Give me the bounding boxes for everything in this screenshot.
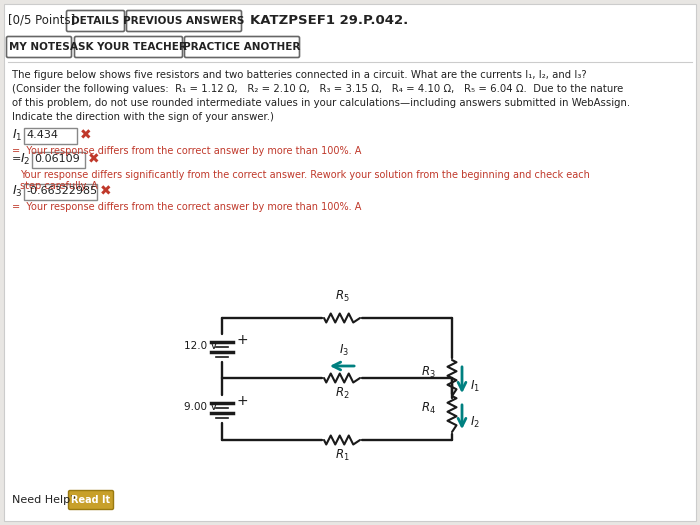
Text: ✖: ✖ — [80, 128, 92, 142]
Text: DETAILS: DETAILS — [71, 16, 120, 26]
Text: $I_3$: $I_3$ — [339, 343, 349, 358]
Text: Your response differs significantly from the correct answer. Rework your solutio: Your response differs significantly from… — [20, 170, 590, 180]
Text: +: + — [236, 333, 248, 347]
FancyBboxPatch shape — [185, 37, 300, 58]
Text: PREVIOUS ANSWERS: PREVIOUS ANSWERS — [123, 16, 245, 26]
Text: =: = — [12, 154, 22, 164]
Text: 4.434: 4.434 — [26, 131, 58, 141]
Text: $R_2$: $R_2$ — [335, 386, 349, 401]
Text: Indicate the direction with the sign of your answer.): Indicate the direction with the sign of … — [12, 112, 274, 122]
FancyBboxPatch shape — [69, 490, 113, 509]
FancyBboxPatch shape — [4, 4, 696, 521]
Text: (Consider the following values:  R₁ = 1.12 Ω,   R₂ = 2.10 Ω,   R₃ = 3.15 Ω,   R₄: (Consider the following values: R₁ = 1.1… — [12, 84, 623, 94]
Text: KATZPSEF1 29.P.042.: KATZPSEF1 29.P.042. — [250, 15, 408, 27]
FancyBboxPatch shape — [24, 128, 76, 143]
Text: ✖: ✖ — [88, 152, 99, 166]
Text: +: + — [236, 394, 248, 408]
FancyBboxPatch shape — [127, 10, 242, 31]
FancyBboxPatch shape — [32, 152, 85, 167]
Text: PRACTICE ANOTHER: PRACTICE ANOTHER — [183, 42, 301, 52]
Text: =  Your response differs from the correct answer by more than 100%. A: = Your response differs from the correct… — [12, 146, 361, 156]
Text: ✖: ✖ — [100, 184, 111, 198]
Text: MY NOTES: MY NOTES — [8, 42, 69, 52]
FancyBboxPatch shape — [6, 37, 71, 58]
Text: $R_3$: $R_3$ — [421, 364, 436, 380]
FancyBboxPatch shape — [66, 10, 125, 31]
Text: Need Help?: Need Help? — [12, 495, 76, 505]
Text: =  Your response differs from the correct answer by more than 100%. A: = Your response differs from the correct… — [12, 202, 361, 212]
Text: step carefully. A: step carefully. A — [20, 181, 98, 191]
Text: $R_5$: $R_5$ — [335, 289, 349, 304]
FancyBboxPatch shape — [24, 184, 97, 200]
Text: ASK YOUR TEACHER: ASK YOUR TEACHER — [70, 42, 187, 52]
Text: of this problem, do not use rounded intermediate values in your calculations—inc: of this problem, do not use rounded inte… — [12, 98, 630, 108]
Text: $I_2$: $I_2$ — [470, 414, 480, 429]
Text: Read It: Read It — [71, 495, 111, 505]
Text: -0.66322985: -0.66322985 — [26, 186, 97, 196]
Text: [0/5 Points]: [0/5 Points] — [8, 14, 76, 26]
Text: $I_1$: $I_1$ — [12, 128, 22, 143]
Text: 0.06109: 0.06109 — [34, 154, 80, 164]
Text: $I_3$: $I_3$ — [12, 183, 22, 198]
Text: $R_1$: $R_1$ — [335, 448, 349, 463]
Text: $I_1$: $I_1$ — [470, 379, 480, 394]
Text: The figure below shows five resistors and two batteries connected in a circuit. : The figure below shows five resistors an… — [12, 70, 587, 80]
Text: $R_4$: $R_4$ — [421, 401, 436, 416]
FancyBboxPatch shape — [74, 37, 183, 58]
Text: 12.0 V: 12.0 V — [183, 341, 217, 351]
Text: $I_2$: $I_2$ — [20, 151, 30, 166]
Text: 9.00 V: 9.00 V — [183, 402, 217, 412]
